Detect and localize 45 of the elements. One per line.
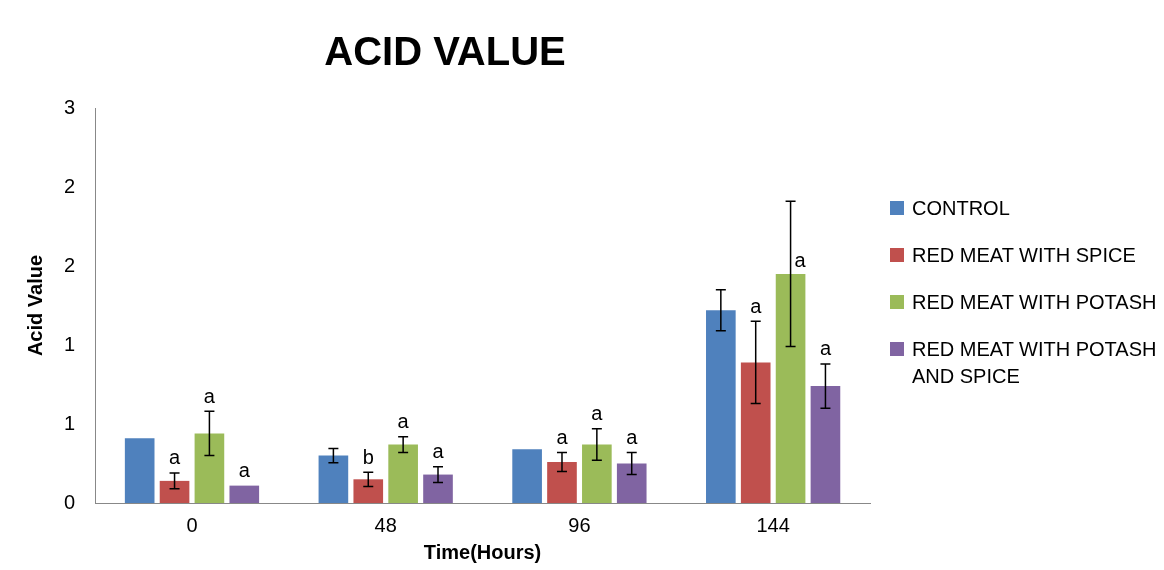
data-label: a [591, 402, 604, 425]
bar [194, 433, 225, 503]
x-tick-label: 48 [374, 513, 397, 536]
bar [775, 273, 806, 503]
data-label: a [397, 410, 410, 433]
y-tick-label: 2 [64, 174, 76, 197]
bar [616, 463, 647, 503]
bar [582, 444, 612, 503]
y-tick-label: 3 [64, 95, 76, 118]
data-label: a [750, 294, 763, 317]
x-tick-label: 96 [568, 513, 591, 536]
legend-label: RED MEAT WITH POTASH [912, 290, 1157, 315]
data-label: a [168, 446, 181, 469]
y-tick-label: 2 [64, 253, 76, 276]
x-tick-label: 0 [186, 513, 198, 536]
legend-label: RED MEAT WITH POTASH AND SPICE [912, 337, 1158, 389]
legend-label: CONTROL [912, 196, 1010, 221]
x-axis-title: Time(Hours) [423, 540, 542, 563]
bar [353, 479, 384, 503]
bar [159, 480, 190, 503]
bar [810, 386, 841, 503]
bar [124, 438, 155, 503]
legend-label: RED MEAT WITH SPICE [912, 243, 1136, 268]
data-label: a [794, 249, 807, 272]
bar [229, 485, 260, 503]
bar [318, 455, 349, 503]
data-label: a [238, 459, 251, 482]
y-tick-label: 1 [64, 411, 76, 434]
bar [423, 474, 453, 503]
bar [547, 461, 577, 503]
bar [706, 310, 736, 503]
x-tick-label: 144 [756, 513, 790, 536]
bar [512, 449, 542, 503]
data-label: a [203, 384, 216, 407]
bar [388, 444, 418, 503]
y-axis-title: Acid Value [23, 254, 46, 357]
chart-title: ACID VALUE [324, 29, 566, 74]
data-label: a [556, 425, 569, 448]
data-label: a [432, 440, 445, 463]
bar [740, 362, 771, 503]
y-tick-label: 0 [64, 490, 76, 513]
y-tick-label: 1 [64, 332, 76, 355]
data-label: a [819, 337, 832, 360]
data-label: b [362, 445, 374, 468]
data-label: a [626, 425, 639, 448]
